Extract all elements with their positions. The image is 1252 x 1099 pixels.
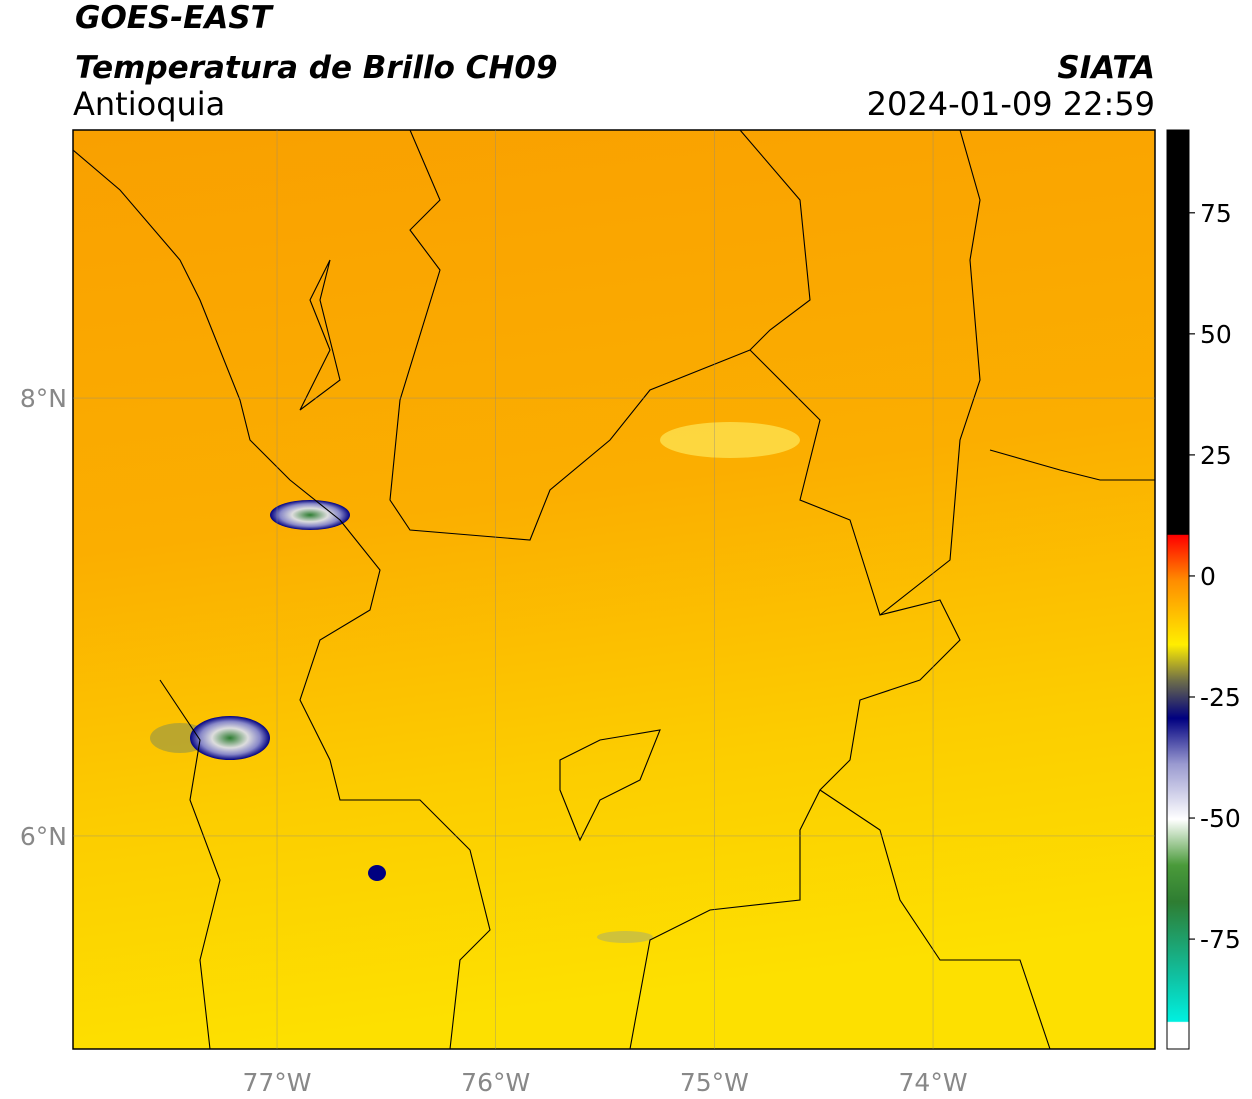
map-area (73, 130, 1155, 1049)
region: Antioquia (73, 85, 225, 123)
source: SIATA (1057, 50, 1155, 86)
datetime: 2024-01-09 22:59 (867, 85, 1155, 123)
colorbar-tick-label: -50 (1200, 804, 1241, 833)
temperature-field (73, 130, 1155, 1049)
y-tick-label: 6°N (20, 822, 67, 851)
colorbar-tick-label: 0 (1200, 562, 1216, 591)
cloud (660, 422, 800, 458)
border (559, 729, 661, 842)
colorbar-tick-label: 75 (1200, 199, 1232, 228)
border (819, 789, 1051, 1049)
map-frame (72, 129, 1156, 1050)
border (739, 130, 811, 351)
cloud (270, 500, 350, 530)
x-tick-label: 77°W (243, 1068, 312, 1097)
coast (159, 679, 221, 1049)
cloud (597, 931, 653, 943)
colorbar-tick-label: -75 (1200, 925, 1241, 954)
colorbar-tick-label: -25 (1200, 683, 1241, 712)
cloud (190, 716, 270, 760)
title: GOES-EAST (75, 0, 275, 36)
x-tick-label: 74°W (899, 1068, 968, 1097)
x-tick-label: 76°W (461, 1068, 530, 1097)
subtitle: Temperatura de Brillo CH09 (75, 50, 558, 86)
colorbar-tick-label: 50 (1200, 320, 1232, 349)
border (73, 149, 491, 1049)
coast (299, 259, 341, 411)
colorbar-tick-label: 25 (1200, 441, 1232, 470)
colorbar (1166, 129, 1190, 1050)
cloud (368, 865, 386, 881)
x-tick-label: 75°W (680, 1068, 749, 1097)
y-tick-label: 8°N (20, 384, 67, 413)
border (989, 449, 1155, 481)
border (629, 599, 961, 1049)
